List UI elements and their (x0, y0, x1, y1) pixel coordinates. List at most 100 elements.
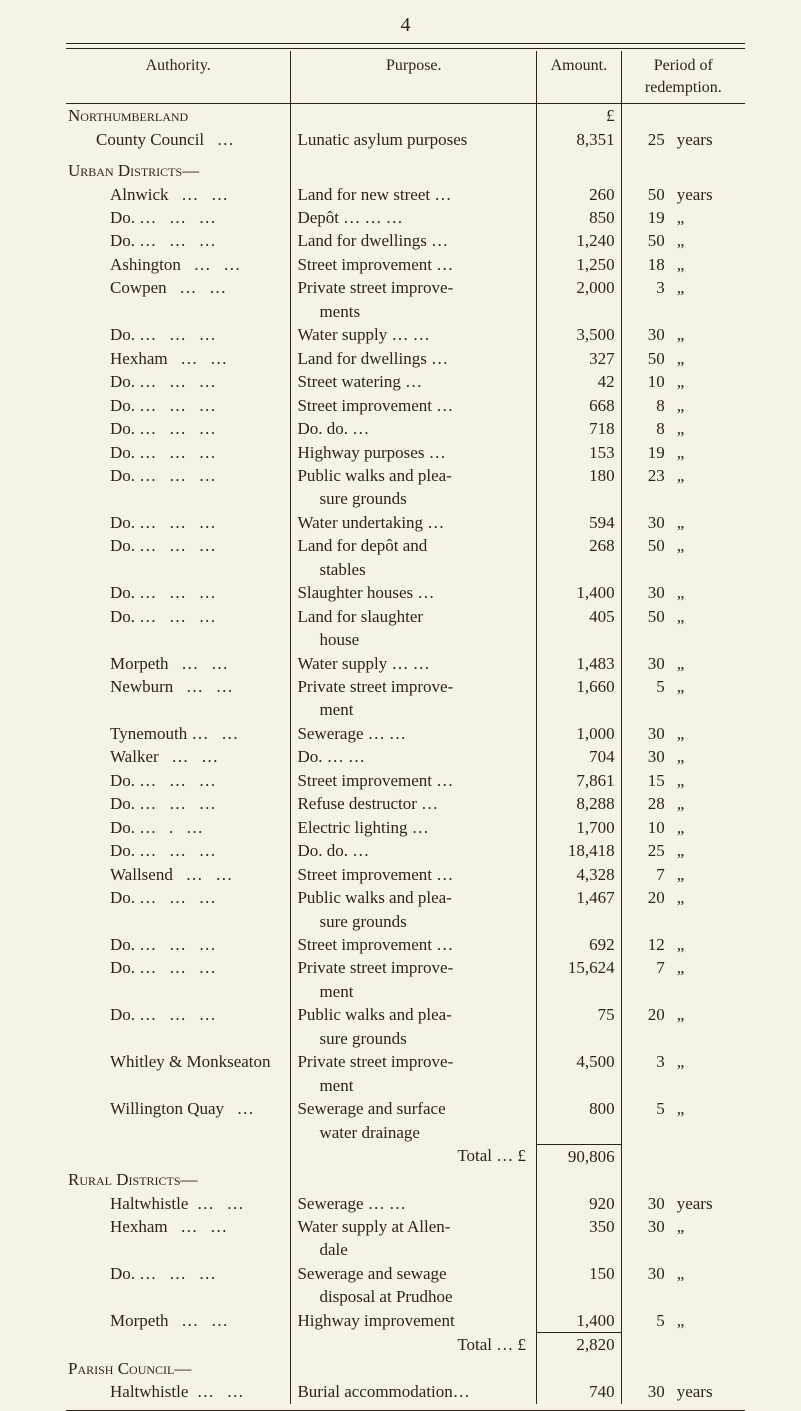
table-row: Morpeth … …Highway improvement1,4005„ (66, 1309, 745, 1333)
cell-period-n: 50 (621, 605, 671, 652)
cell-period-n: 23 (621, 464, 671, 511)
table-row: Do. … … …Public walks and plea-sure grou… (66, 464, 745, 511)
cell-authority: Do. … … … (66, 933, 291, 956)
cell-purpose: Land for new street … (291, 183, 537, 206)
cell-purpose: Land for dwellings … (291, 229, 537, 252)
cell-amount: 150 (537, 1262, 622, 1309)
col-header-authority: Authority. (66, 51, 291, 104)
cell-amount: £ (537, 104, 622, 128)
cell-period-n: 18 (621, 253, 671, 276)
cell-period-n: 20 (621, 886, 671, 933)
cell-period-n: 25 (621, 839, 671, 862)
total-label: Total … £ (291, 1333, 537, 1357)
cell-amount (537, 159, 622, 182)
cell-authority: Do. … … … (66, 206, 291, 229)
table-row: Do. … … …Slaughter houses …1,40030„ (66, 581, 745, 604)
cell-amount: 18,418 (537, 839, 622, 862)
cell-authority: Do. … … … (66, 417, 291, 440)
cell-amount: 1,483 (537, 652, 622, 675)
cell-period-n: 5 (621, 675, 671, 722)
cell-amount: 1,400 (537, 581, 622, 604)
table-row: Do. … … …Depôt … … …85019„ (66, 206, 745, 229)
cell-purpose: Street watering … (291, 370, 537, 393)
cell-authority: Alnwick … … (66, 183, 291, 206)
table-row: Do. … … …Water undertaking …59430„ (66, 511, 745, 534)
cell-amount: 8,288 (537, 792, 622, 815)
cell-period-n: 30 (621, 745, 671, 768)
table-row: Do. … … …Land for dwellings …1,24050„ (66, 229, 745, 252)
cell-period-u: „ (671, 534, 745, 581)
cell-authority: Newburn … … (66, 675, 291, 722)
cell-period-u: „ (671, 886, 745, 933)
cell-period-u: „ (671, 1309, 745, 1333)
cell-purpose: Sewerage … … (291, 1192, 537, 1215)
table-row: County Council …Lunatic asylum purposes8… (66, 128, 745, 151)
cell-period-n: 30 (621, 581, 671, 604)
cell-period-u (671, 104, 745, 128)
cell-period-u: years (671, 1192, 745, 1215)
cell-purpose: Land for depôt andstables (291, 534, 537, 581)
cell-period-n: 5 (621, 1097, 671, 1144)
cell-purpose: Do. … … (291, 745, 537, 768)
cell-authority: Do. … … … (66, 1003, 291, 1050)
cell-period-u: „ (671, 1050, 745, 1097)
cell-period-n: 7 (621, 863, 671, 886)
cell-amount: 4,500 (537, 1050, 622, 1097)
ledger-table: Authority. Purpose. Amount. Period of re… (66, 51, 745, 1404)
cell-authority: Do. … … … (66, 464, 291, 511)
cell-purpose: Private street improve-ment (291, 675, 537, 722)
table-row: Do. … … …Street improvement …69212„ (66, 933, 745, 956)
cell-period-n: 30 (621, 652, 671, 675)
cell-authority: Haltwhistle … … (66, 1192, 291, 1215)
cell-purpose: Street improvement … (291, 394, 537, 417)
cell-period-u: „ (671, 394, 745, 417)
table-row: Do. … … … Do. do. …7188„ (66, 417, 745, 440)
table-row: Morpeth … …Water supply … …1,48330„ (66, 652, 745, 675)
cell-amount: 704 (537, 745, 622, 768)
total-label: Total … £ (291, 1144, 537, 1168)
table-row: Do. … … …Water supply … …3,50030„ (66, 323, 745, 346)
cell-purpose: Sewerage … … (291, 722, 537, 745)
cell-period-n: 28 (621, 792, 671, 815)
cell-authority: Do. … . … (66, 816, 291, 839)
cell-period-n: 12 (621, 933, 671, 956)
cell-period-n: 30 (621, 722, 671, 745)
cell-period-u: „ (671, 605, 745, 652)
table-row: Do. … … …Land for slaughterhouse40550„ (66, 605, 745, 652)
page-number: 4 (66, 14, 745, 37)
cell-period-n: 10 (621, 816, 671, 839)
cell-amount: 405 (537, 605, 622, 652)
table-row: Wallsend … …Street improvement …4,3287„ (66, 863, 745, 886)
cell-period-n (621, 1168, 671, 1191)
cell-purpose: Land for dwellings … (291, 347, 537, 370)
cell-amount: 2,000 (537, 276, 622, 323)
table-row: Hexham … …Water supply at Allen-dale3503… (66, 1215, 745, 1262)
cell-purpose: Depôt … … … (291, 206, 537, 229)
cell-period-u: „ (671, 511, 745, 534)
cell-period-n (621, 1357, 671, 1380)
section-header-row: Urban Districts— (66, 159, 745, 182)
table-row: Whitley & MonkseatonPrivate street impro… (66, 1050, 745, 1097)
cell-purpose: Burial accommodation… (291, 1380, 537, 1403)
cell-purpose (291, 104, 537, 128)
cell-authority: Hexham … … (66, 1215, 291, 1262)
table-row: Do. … … …Street watering …4210„ (66, 370, 745, 393)
cell-period-n: 3 (621, 1050, 671, 1097)
cell-period-u: „ (671, 722, 745, 745)
cell-amount: 8,351 (537, 128, 622, 151)
total-amount: 90,806 (537, 1144, 622, 1168)
cell-purpose: Street improvement … (291, 863, 537, 886)
cell-period-u: years (671, 128, 745, 151)
cell-period-u: years (671, 183, 745, 206)
section-header-row: Parish Council— (66, 1357, 745, 1380)
cell-period-u: years (671, 1380, 745, 1403)
document-page: 4 Authority. Purpose. Amount. Period of … (0, 0, 801, 1351)
cell-period-u (671, 159, 745, 182)
cell-purpose: Water undertaking … (291, 511, 537, 534)
cell-authority: Walker … … (66, 745, 291, 768)
cell-amount: 4,328 (537, 863, 622, 886)
cell-amount: 920 (537, 1192, 622, 1215)
cell-period-n: 30 (621, 1192, 671, 1215)
table-row: Newburn … …Private street improve-ment1,… (66, 675, 745, 722)
table-header-row: Authority. Purpose. Amount. Period of re… (66, 51, 745, 104)
